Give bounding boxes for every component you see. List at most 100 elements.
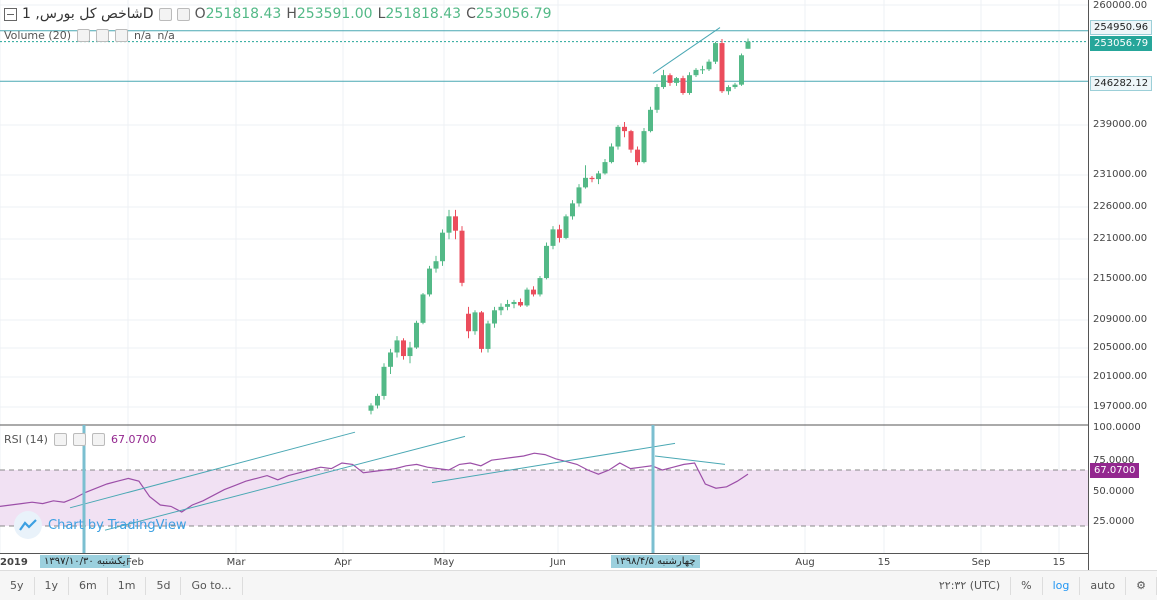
candle-body xyxy=(576,187,582,204)
gear-icon[interactable] xyxy=(176,7,190,21)
collapse-icon[interactable] xyxy=(4,7,17,21)
candle-body xyxy=(446,216,452,233)
candle-body xyxy=(466,313,471,332)
auto-toggle[interactable]: auto xyxy=(1080,576,1127,595)
timezone-button[interactable]: ۲۲:۳۲ (UTC) xyxy=(929,576,1012,595)
time-label: May xyxy=(433,557,455,568)
candle-body xyxy=(407,347,413,357)
candle-body xyxy=(615,126,621,147)
candle-body xyxy=(622,126,627,132)
trend-line xyxy=(652,27,721,74)
symbol-legend: شاخص کل بورس, 1D O251818.43 H253591.00 L… xyxy=(4,6,552,22)
candle-body xyxy=(368,405,374,411)
candle-body xyxy=(485,323,491,349)
candle-body xyxy=(726,87,731,92)
candle-body xyxy=(732,84,738,88)
chart-area[interactable] xyxy=(0,0,1088,553)
price-label: 215000.00 xyxy=(1093,273,1148,284)
rsi-value: 67.0700 xyxy=(110,433,157,446)
trend-line xyxy=(654,455,726,465)
candle-body xyxy=(511,301,517,305)
candle-body xyxy=(531,289,536,295)
price-label: 201000.00 xyxy=(1093,371,1148,382)
price-label: 239000.00 xyxy=(1093,119,1148,130)
time-label: 15 xyxy=(1052,557,1066,568)
watermark-text: Chart by TradingView xyxy=(48,517,187,533)
ohlc-open: O251818.43 xyxy=(194,6,282,22)
candle-body xyxy=(635,149,640,163)
volume-legend: Volume (20) n/a n/a xyxy=(4,29,175,42)
chart-canvas[interactable] xyxy=(0,0,1088,553)
candle-body xyxy=(583,177,588,188)
log-toggle[interactable]: log xyxy=(1043,576,1081,595)
volume-value-1: n/a xyxy=(134,29,152,42)
price-label: 231000.00 xyxy=(1093,169,1148,180)
time-label: 15 xyxy=(877,557,891,568)
time-label: Feb xyxy=(126,557,144,568)
range-1m-button[interactable]: 1m xyxy=(108,576,147,595)
trend-line xyxy=(431,442,676,484)
candle-body xyxy=(433,261,439,269)
symbol-name[interactable]: شاخص کل بورس, 1D xyxy=(22,6,154,22)
settings-gear-icon[interactable]: ⚙ xyxy=(1126,576,1157,595)
rsi-axis-label: 50.0000 xyxy=(1093,486,1135,497)
date-tag-right: چهارشنبه ۱۳۹۸/۴/۵ xyxy=(611,555,700,568)
candle-body xyxy=(401,340,406,357)
price-tag-close: 253056.79 xyxy=(1090,36,1153,51)
eye-icon[interactable] xyxy=(158,7,172,21)
candle-body xyxy=(427,268,432,295)
range-6m-button[interactable]: 6m xyxy=(69,576,108,595)
candle-body xyxy=(589,177,595,180)
rsi-label[interactable]: RSI (14) xyxy=(4,433,48,446)
candle-body xyxy=(641,131,647,163)
date-tag-left: یکشنبه ۱۳۹۷/۱۰/۳۰ xyxy=(40,555,130,568)
trend-line xyxy=(69,431,356,509)
trend-line xyxy=(104,435,466,531)
candle-body xyxy=(498,306,504,311)
close-icon[interactable] xyxy=(91,433,105,446)
price-label: 209000.00 xyxy=(1093,314,1148,325)
rsi-band xyxy=(0,470,1088,526)
range-5y-button[interactable]: 5y xyxy=(0,576,35,595)
time-axis[interactable]: 2019 یکشنبه ۱۳۹۷/۱۰/۳۰ Feb Mar Apr May J… xyxy=(0,553,1088,571)
candle-body xyxy=(661,75,666,88)
candle-body xyxy=(654,87,660,110)
candle-body xyxy=(550,229,556,246)
time-label: Mar xyxy=(226,557,246,568)
range-5d-button[interactable]: 5d xyxy=(146,576,182,595)
percent-toggle[interactable]: % xyxy=(1011,576,1043,595)
candle-body xyxy=(420,294,426,323)
candle-body xyxy=(719,43,725,92)
candle-body xyxy=(544,245,549,279)
candle-body xyxy=(680,78,686,93)
price-axis[interactable]: 260000.00 254950.96 253056.79 246282.12 … xyxy=(1088,0,1157,570)
ohlc-close: C253056.79 xyxy=(466,6,552,22)
eye-icon[interactable] xyxy=(77,29,90,42)
rsi-line xyxy=(0,452,749,513)
time-label: Apr xyxy=(334,557,352,568)
candle-body xyxy=(557,229,562,238)
eye-icon[interactable] xyxy=(53,433,67,446)
candle-body xyxy=(524,289,530,306)
candle-body xyxy=(596,173,601,180)
candle-body xyxy=(563,216,569,238)
candle-body xyxy=(440,232,445,262)
rsi-axis-label: 75.0000 xyxy=(1093,455,1135,466)
rsi-axis-label: 25.0000 xyxy=(1093,516,1135,527)
candle-body xyxy=(453,216,458,231)
price-label: 260000.00 xyxy=(1093,0,1148,11)
candle-body xyxy=(602,162,608,174)
rsi-axis-label: 100.0000 xyxy=(1093,422,1141,433)
range-1y-button[interactable]: 1y xyxy=(35,576,70,595)
close-icon[interactable] xyxy=(115,29,128,42)
volume-label[interactable]: Volume (20) xyxy=(4,29,71,42)
ohlc-low: L251818.43 xyxy=(377,6,462,22)
gear-icon[interactable] xyxy=(72,433,86,446)
candle-body xyxy=(518,301,523,306)
candle-body xyxy=(628,131,634,150)
goto-button[interactable]: Go to... xyxy=(181,576,243,595)
candle-body xyxy=(687,75,692,93)
gear-icon[interactable] xyxy=(96,29,109,42)
tradingview-watermark[interactable]: Chart by TradingView xyxy=(14,511,186,539)
volume-value-2: n/a xyxy=(157,29,175,42)
